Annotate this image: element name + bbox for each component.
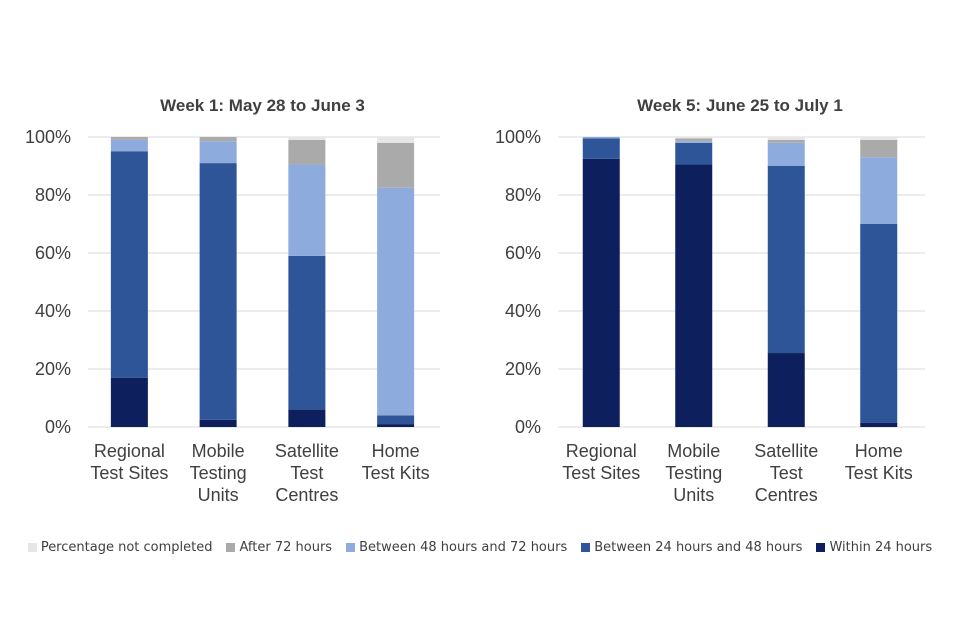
charts-svg: Week 1: May 28 to June 3 0% 20% 40% 60% 80% 10…: [25, 96, 925, 505]
x-category-label-line: Satellite: [754, 441, 818, 461]
legend-label: Percentage not completed: [40, 540, 213, 555]
bar-segment: [199, 137, 237, 142]
x-category-label: Home Test Kits: [362, 441, 430, 483]
x-category-label-line: Units: [673, 485, 714, 505]
x-category-label: Home Test Kits: [845, 441, 913, 483]
bar-segment: [582, 138, 620, 159]
y-tick-label: 0%: [515, 417, 541, 437]
x-category-label-line: Home: [372, 441, 420, 461]
x-category-label-line: Test Sites: [562, 463, 640, 483]
legend-item-after-72: After 72 hours: [226, 540, 332, 555]
bar-segment: [288, 409, 326, 427]
bar-segment: [199, 419, 237, 427]
x-category-label-line: Units: [198, 485, 239, 505]
bar-segment: [860, 137, 898, 140]
legend-item-within-24: Within 24 hours: [816, 540, 932, 555]
y-tick-label: 80%: [35, 185, 71, 205]
y-tick-label: 80%: [505, 185, 541, 205]
bar-segment: [377, 142, 415, 188]
bar-segment: [582, 137, 620, 139]
legend-label: Between 24 hours and 48 hours: [594, 540, 803, 555]
x-category-label: Mobile Testing Units: [190, 441, 247, 505]
bar-segment: [288, 255, 326, 410]
bar-segment: [675, 137, 713, 139]
bar-segment: [675, 138, 713, 142]
x-category-label: Satellite Test Centres: [754, 441, 818, 505]
legend-label: After 72 hours: [239, 540, 333, 555]
legend-label: Between 48 hours and 72 hours: [359, 540, 568, 555]
bar-segment: [860, 422, 898, 427]
bar-segment: [767, 166, 805, 354]
x-category-label-line: Satellite: [275, 441, 339, 461]
chart-panel-2: Week 5: June 25 to July 1 0% 20% 40% 60% 80% 1…: [495, 96, 925, 505]
x-category-label-line: Test Kits: [362, 463, 430, 483]
legend-item-not-completed: Percentage not completed: [27, 540, 213, 555]
bar-segment: [675, 142, 713, 165]
x-category-label: Regional Test Sites: [90, 441, 168, 483]
y-tick-label: 20%: [35, 359, 71, 379]
x-category-label-line: Regional: [94, 441, 165, 461]
bar-segment: [199, 141, 237, 164]
bar-segment: [288, 139, 326, 165]
legend-swatch: [27, 543, 37, 552]
bar-segment: [110, 377, 148, 427]
x-category-label-line: Test Sites: [90, 463, 168, 483]
bar-segment: [110, 137, 148, 140]
legend-swatch: [581, 543, 591, 552]
x-category-label-line: Mobile: [667, 441, 720, 461]
x-category-label-line: Centres: [755, 485, 818, 505]
x-category-label: Satellite Test Centres: [275, 441, 339, 505]
legend: Percentage not completed After 72 hours …: [0, 540, 960, 555]
legend-swatch: [346, 543, 356, 552]
legend-item-48-72: Between 48 hours and 72 hours: [346, 540, 567, 555]
bar-segment: [860, 224, 898, 423]
legend-label: Within 24 hours: [829, 540, 933, 555]
bar-segment: [110, 139, 148, 152]
bar-segment: [377, 187, 415, 416]
bar-segment: [767, 139, 805, 143]
bar-segment: [288, 164, 326, 256]
bar-segment: [199, 163, 237, 420]
bar-segment: [377, 424, 415, 427]
x-category-label-line: Testing: [665, 463, 722, 483]
y-tick-label: 100%: [495, 127, 541, 147]
bar-segment: [110, 151, 148, 378]
bar-segment: [377, 137, 415, 143]
bar-segment: [582, 158, 620, 427]
x-category-label: Mobile Testing Units: [665, 441, 722, 505]
legend-item-24-48: Between 24 hours and 48 hours: [581, 540, 802, 555]
bar-segment: [860, 157, 898, 224]
x-category-label-line: Test: [290, 463, 323, 483]
bar-segment: [767, 142, 805, 166]
x-category-label-line: Testing: [190, 463, 247, 483]
y-tick-label: 40%: [35, 301, 71, 321]
x-category-label: Regional Test Sites: [562, 441, 640, 483]
x-category-label-line: Test: [770, 463, 803, 483]
bar-segment: [675, 164, 713, 428]
bar-segment: [860, 139, 898, 158]
chart-panel-1: Week 1: May 28 to June 3 0% 20% 40% 60% 80% 10…: [25, 96, 440, 505]
legend-swatch: [226, 543, 236, 552]
y-tick-label: 40%: [505, 301, 541, 321]
y-tick-label: 60%: [35, 243, 71, 263]
y-tick-label: 60%: [505, 243, 541, 263]
x-category-label-line: Centres: [275, 485, 338, 505]
x-category-label-line: Test Kits: [845, 463, 913, 483]
chart-title: Week 5: June 25 to July 1: [637, 96, 843, 115]
y-tick-label: 100%: [25, 127, 71, 147]
bar-segment: [377, 415, 415, 425]
bar-segment: [675, 141, 713, 143]
bar-segment: [767, 137, 805, 140]
chart-title: Week 1: May 28 to June 3: [160, 96, 365, 115]
x-category-label-line: Regional: [566, 441, 637, 461]
bar-segment: [288, 137, 326, 140]
legend-swatch: [816, 543, 826, 552]
y-tick-label: 0%: [45, 417, 71, 437]
y-tick-label: 20%: [505, 359, 541, 379]
bar-segment: [767, 353, 805, 427]
x-category-label-line: Home: [855, 441, 903, 461]
x-category-label-line: Mobile: [192, 441, 245, 461]
